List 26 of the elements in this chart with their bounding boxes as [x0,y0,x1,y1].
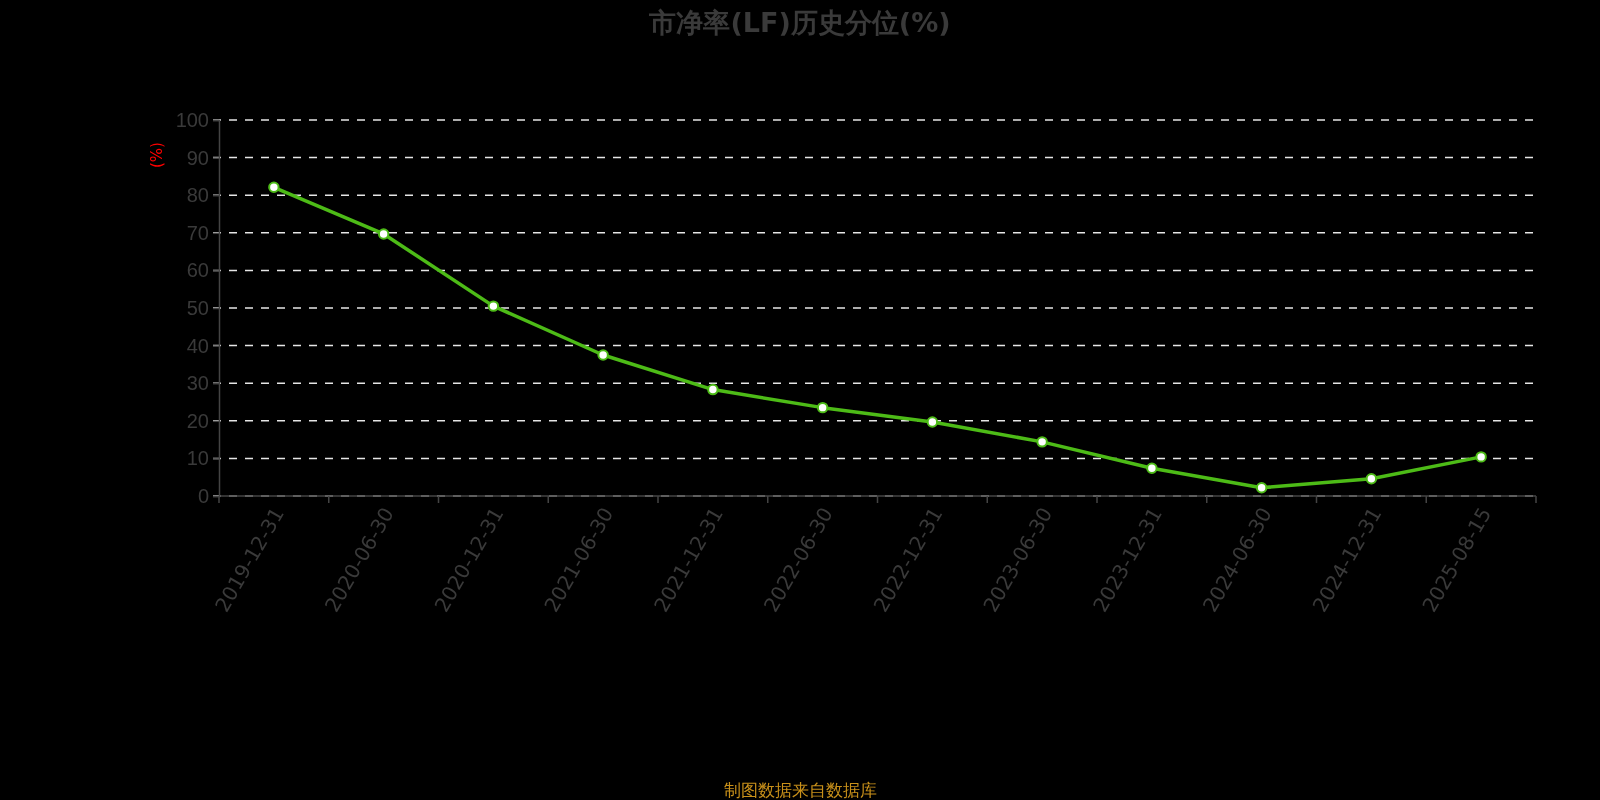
y-tick-label: 60 [186,259,209,282]
point [1036,436,1048,448]
y-tick-label: 40 [186,334,209,357]
point [1365,472,1378,485]
point [487,300,500,312]
point [707,383,719,396]
y-tick-label: 50 [186,296,209,319]
point [597,349,609,361]
point [268,181,280,194]
chart-title: 市净率(LF)历史分位(%) [648,7,951,38]
point [377,228,390,240]
point [1475,451,1487,463]
y-tick-label: 10 [186,447,209,470]
point [1255,482,1268,494]
point [816,401,829,414]
y-tick-label: 100 [175,108,209,131]
y-tick-label: 90 [186,146,209,169]
y-tick-label: 20 [186,409,209,432]
point [926,416,939,428]
text: 制图数据来自数据库 [723,780,877,800]
y-tick-label: 80 [186,184,209,207]
y-axis-title: (%) [148,142,166,168]
y-tick-label: 70 [186,221,209,244]
y-tick-label: 0 [197,484,209,507]
point [1146,462,1158,474]
y-tick-label: 30 [186,372,209,395]
